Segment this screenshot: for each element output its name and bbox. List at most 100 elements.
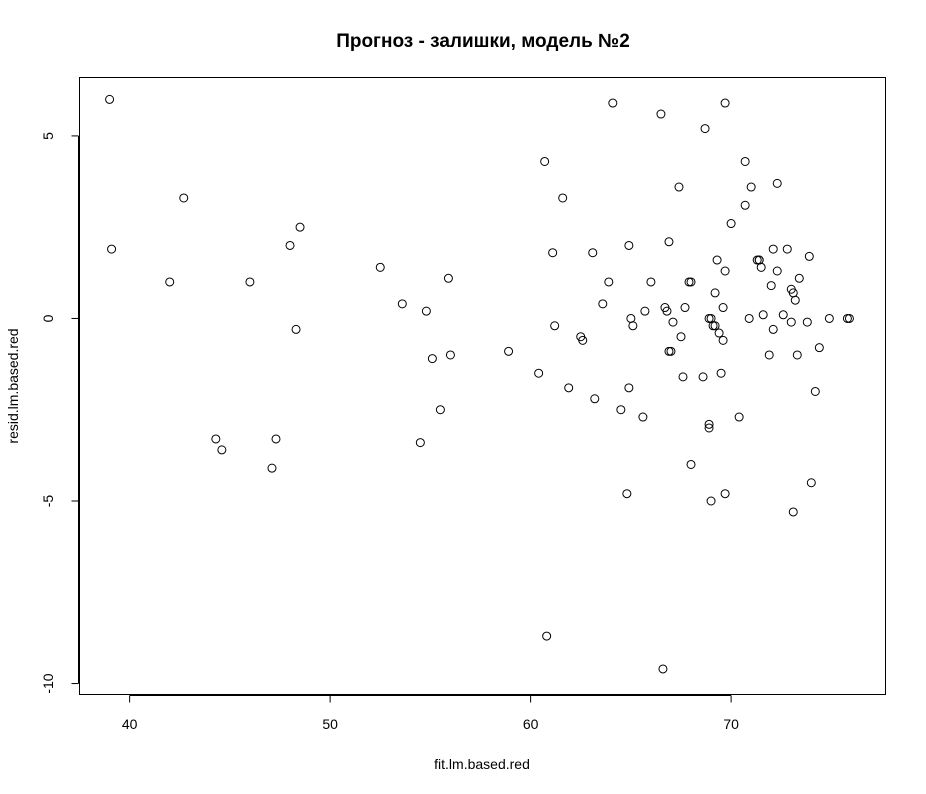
data-point [842, 313, 852, 323]
data-point [640, 306, 650, 316]
data-point [588, 248, 598, 258]
chart-title: Прогноз - залишки, модель №2 [336, 31, 630, 52]
data-point [550, 321, 560, 331]
data-point [746, 182, 756, 192]
data-point [179, 193, 189, 203]
x-axis: 40 50 60 70 [122, 695, 739, 732]
data-point [782, 244, 792, 254]
data-point [824, 313, 834, 323]
data-point [710, 321, 720, 331]
data-points [105, 94, 854, 674]
data-point [734, 412, 744, 422]
data-point [616, 405, 626, 415]
data-point [758, 310, 768, 320]
data-point [716, 368, 726, 378]
data-point [245, 277, 255, 287]
data-point [720, 98, 730, 108]
x-tick-label: 70 [723, 716, 739, 732]
data-point [534, 368, 544, 378]
data-point [718, 335, 728, 345]
data-point [646, 277, 656, 287]
data-point [686, 459, 696, 469]
data-point [666, 346, 676, 356]
data-point [768, 324, 778, 334]
data-point [806, 478, 816, 488]
data-point [668, 317, 678, 327]
data-point [664, 237, 674, 247]
x-tick-label: 40 [122, 716, 138, 732]
data-point [744, 313, 754, 323]
data-point [608, 98, 618, 108]
data-point [844, 313, 854, 323]
data-point [291, 324, 301, 334]
y-tick-label: -5 [40, 495, 56, 508]
data-point [604, 277, 614, 287]
data-point [712, 255, 722, 265]
data-point [548, 248, 558, 258]
data-point [105, 94, 115, 104]
data-point [706, 496, 716, 506]
data-point [768, 244, 778, 254]
plot-frame [79, 77, 886, 695]
data-point [662, 306, 672, 316]
data-point [764, 350, 774, 360]
data-point [684, 277, 694, 287]
data-point [704, 313, 714, 323]
x-tick-label: 60 [523, 716, 539, 732]
data-point [578, 335, 588, 345]
data-point [740, 200, 750, 210]
data-point [165, 277, 175, 287]
data-point [790, 295, 800, 305]
data-point [740, 156, 750, 166]
data-point [658, 664, 668, 674]
data-point [564, 383, 574, 393]
data-point [778, 310, 788, 320]
data-point [794, 273, 804, 283]
data-point [772, 178, 782, 188]
data-point [678, 372, 688, 382]
data-point [285, 240, 295, 250]
data-point [415, 438, 425, 448]
data-point [792, 350, 802, 360]
data-point [802, 317, 812, 327]
data-point [558, 193, 568, 203]
data-point [718, 303, 728, 313]
data-point [397, 299, 407, 309]
data-point [810, 386, 820, 396]
data-point [624, 383, 634, 393]
data-point [720, 266, 730, 276]
data-point [217, 445, 227, 455]
data-point [427, 354, 437, 364]
data-point [726, 219, 736, 229]
data-point [638, 412, 648, 422]
data-point [714, 328, 724, 338]
data-point [445, 350, 455, 360]
data-point [211, 434, 221, 444]
data-point [626, 313, 636, 323]
data-point [786, 317, 796, 327]
data-point [814, 343, 824, 353]
data-point [804, 251, 814, 261]
data-point [421, 306, 431, 316]
data-point [706, 313, 716, 323]
data-point [656, 109, 666, 119]
data-point [540, 156, 550, 166]
data-point [754, 255, 764, 265]
data-point [710, 288, 720, 298]
data-point [720, 489, 730, 499]
data-point [542, 631, 552, 641]
data-point [686, 277, 696, 287]
y-tick-label: 0 [40, 314, 56, 322]
data-point [295, 222, 305, 232]
data-point [375, 262, 385, 272]
data-point [271, 434, 281, 444]
data-point [708, 321, 718, 331]
data-point [624, 240, 634, 250]
data-point [788, 507, 798, 517]
data-point [704, 423, 714, 433]
data-point [704, 419, 714, 429]
y-tick-label: -10 [40, 673, 56, 693]
data-point [772, 266, 782, 276]
data-point [622, 489, 632, 499]
